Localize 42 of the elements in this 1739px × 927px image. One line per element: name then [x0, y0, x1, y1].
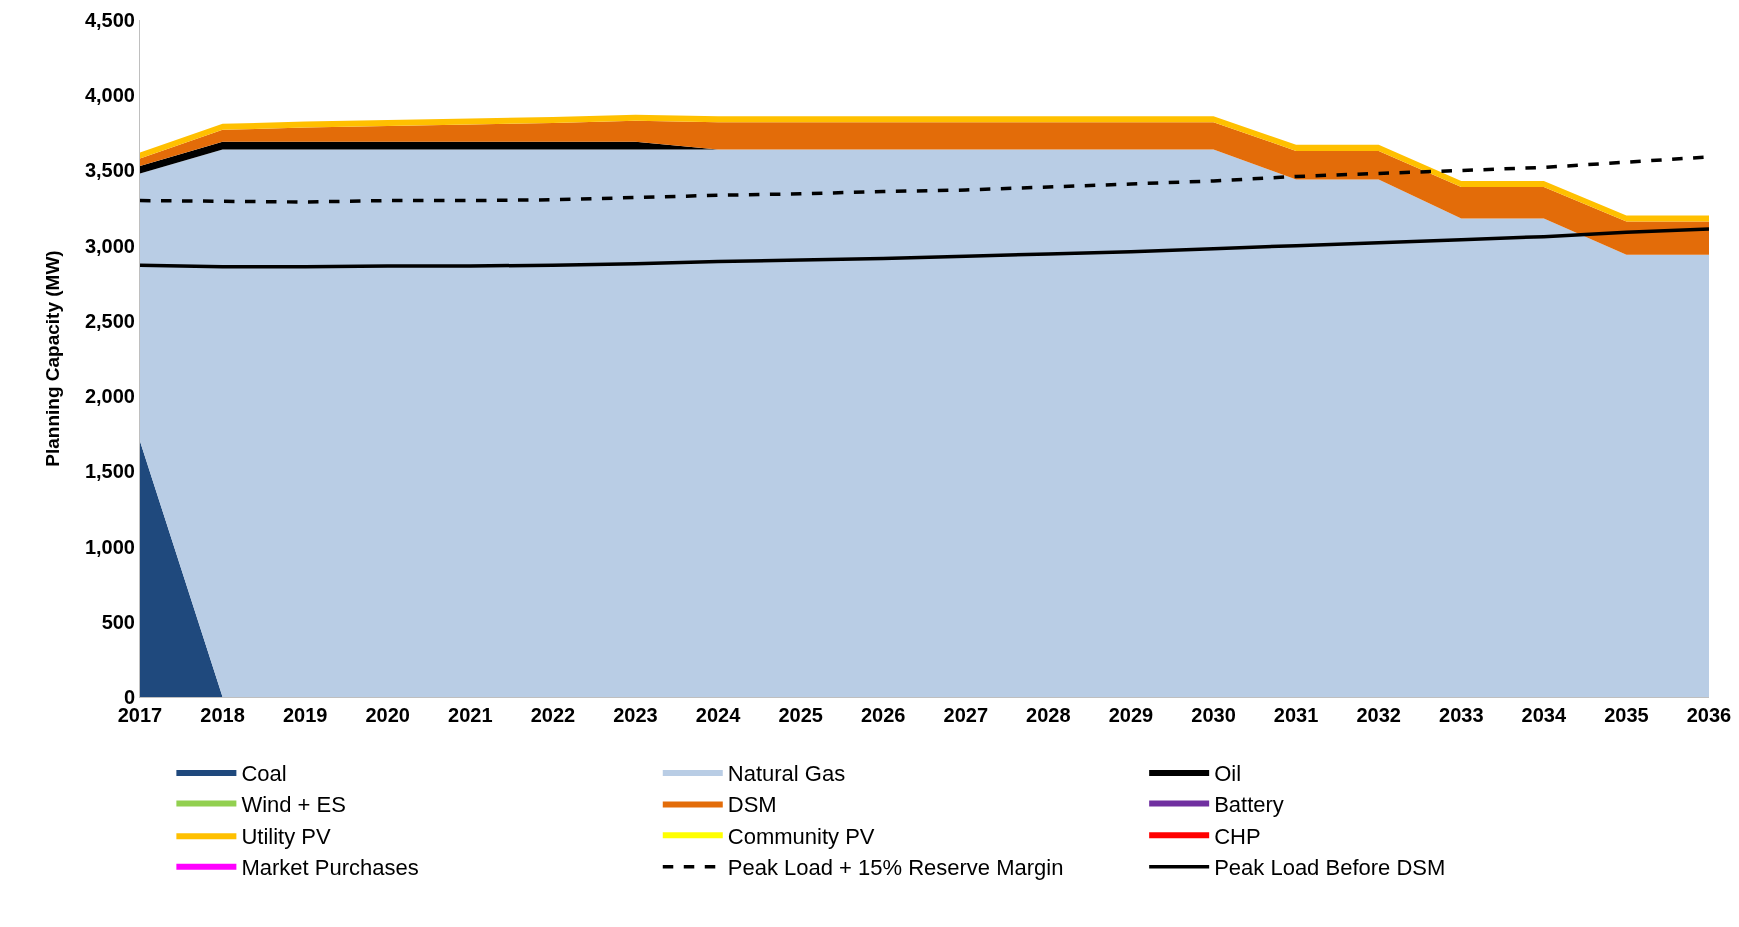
legend-label: Market Purchases	[241, 855, 419, 881]
x-tick-label: 2018	[200, 704, 245, 726]
y-tick-label: 3,500	[84, 159, 135, 182]
y-tick-label: 4,000	[84, 84, 135, 107]
legend-label: CHP	[1214, 823, 1261, 849]
x-tick-label: 2031	[1273, 704, 1319, 726]
x-tick-label: 2023	[613, 704, 658, 726]
line-series	[140, 227, 1709, 269]
y-tick-label: 3,000	[84, 234, 135, 257]
y-tick-label: 1,000	[84, 535, 135, 558]
y-tick-label: 2,500	[84, 309, 135, 332]
x-tick-label: 2019	[282, 704, 328, 726]
x-tick-label: 2030	[1191, 704, 1236, 726]
legend-label: Community PV	[727, 823, 875, 849]
legend-label: Peak Load Before DSM	[1214, 855, 1446, 881]
x-tick-label: 2028	[1026, 704, 1071, 726]
x-tick-label: 2021	[448, 704, 493, 726]
legend-label: DSM	[727, 792, 777, 818]
x-tick-label: 2033	[1439, 704, 1484, 726]
legend-label: Wind + ES	[241, 792, 346, 818]
y-axis-title: Planning Capacity (MW)	[41, 250, 63, 467]
legend-label: Natural Gas	[727, 760, 846, 786]
x-tick-label: 2032	[1356, 704, 1401, 726]
legend-label: Utility PV	[241, 823, 331, 849]
y-tick-label: 500	[101, 610, 135, 633]
x-tick-label: 2024	[695, 704, 742, 726]
x-tick-label: 2035	[1604, 704, 1649, 726]
y-tick-label: 4,500	[84, 9, 135, 31]
x-tick-label: 2027	[943, 704, 989, 726]
legend-label: Coal	[241, 760, 287, 786]
y-tick-label: 2,000	[84, 385, 135, 408]
legend-label: Battery	[1214, 792, 1284, 818]
x-tick-label: 2036	[1686, 704, 1732, 726]
x-tick-label: 2022	[530, 704, 576, 726]
x-tick-label: 2026	[860, 704, 906, 726]
x-tick-label: 2025	[778, 704, 823, 726]
y-tick-label: 1,500	[84, 460, 135, 483]
legend-label: Oil	[1214, 760, 1242, 786]
legend-label: Peak Load + 15% Reserve Margin	[727, 855, 1064, 881]
x-tick-label: 2020	[365, 704, 410, 726]
x-tick-label: 2029	[1108, 704, 1154, 726]
x-tick-label: 2034	[1521, 704, 1567, 726]
